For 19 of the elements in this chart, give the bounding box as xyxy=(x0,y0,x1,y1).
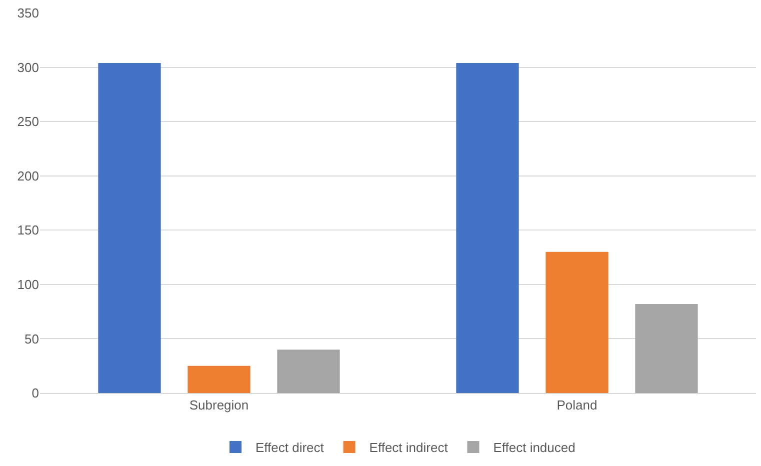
legend-label: Effect direct xyxy=(256,440,324,456)
x-tick-label: Poland xyxy=(556,398,598,413)
y-tick-label: 250 xyxy=(17,114,39,130)
legend-label: Effect induced xyxy=(493,440,576,456)
bar xyxy=(635,304,698,393)
y-tick-label: 300 xyxy=(17,60,39,75)
bar xyxy=(188,366,250,393)
bar xyxy=(456,62,519,393)
bar xyxy=(98,62,161,393)
bar xyxy=(277,350,340,393)
y-tick-label: 0 xyxy=(32,386,39,401)
y-tick-label: 50 xyxy=(24,331,39,346)
y-tick-label: 150 xyxy=(17,222,39,238)
x-tick-label: Subregion xyxy=(189,398,249,413)
legend-label: Effect indirect xyxy=(369,440,448,456)
y-tick-label: 200 xyxy=(17,168,39,184)
y-tick-label: 350 xyxy=(17,6,39,21)
y-tick-label: 100 xyxy=(17,276,39,292)
bar xyxy=(546,252,608,393)
